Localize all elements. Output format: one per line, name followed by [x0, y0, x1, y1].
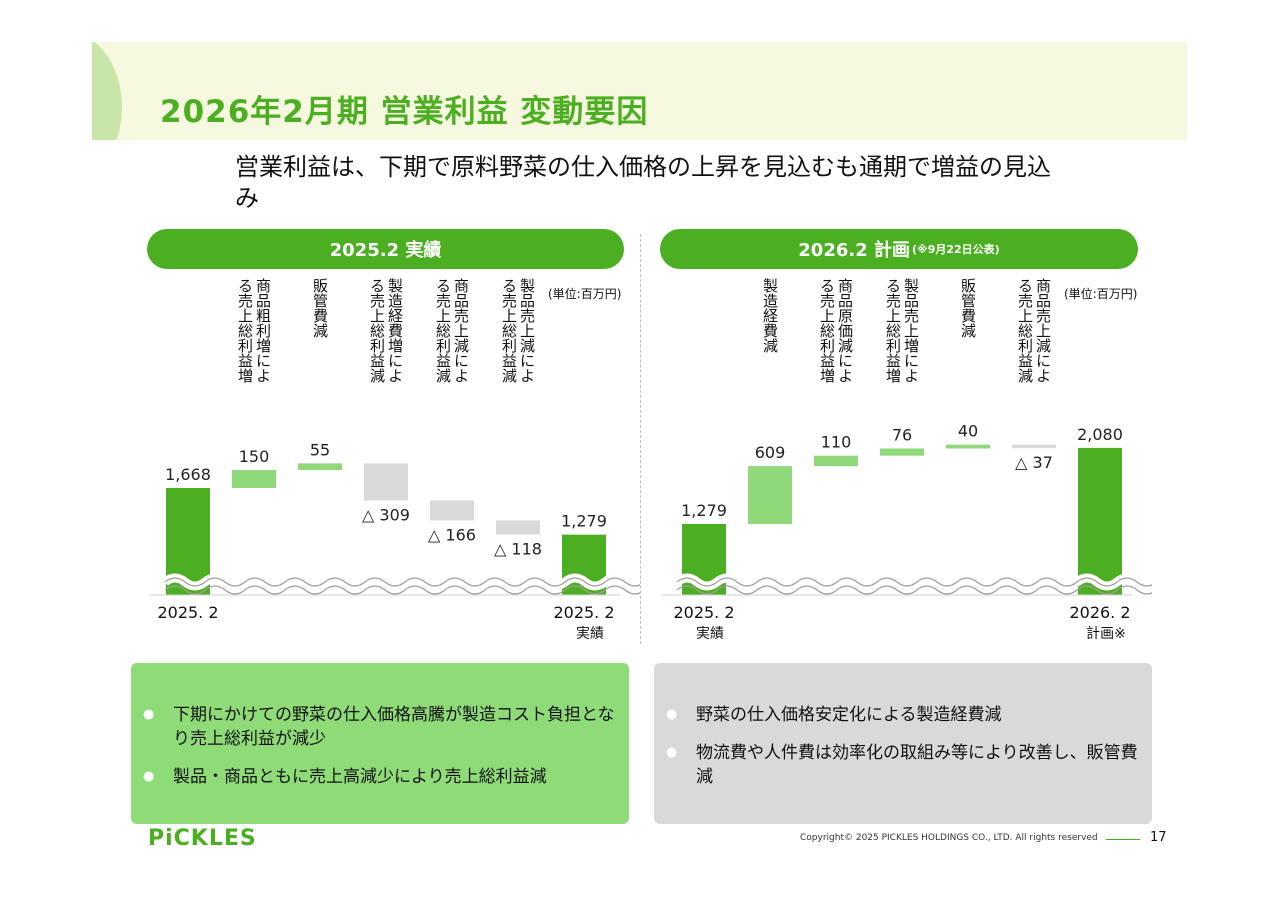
bar-3 [298, 463, 342, 470]
value-label-6: △ 37 [1015, 453, 1053, 472]
category-label-5-2: る売上総利益減 [434, 278, 452, 384]
category-label-6-1: 製品売上減によ [518, 278, 536, 383]
bar-2 [748, 466, 792, 524]
category-label-3-1: 販管費減 [311, 278, 329, 339]
header-decoration [92, 42, 122, 140]
category-label-2-1: 製造経費減 [761, 278, 779, 354]
value-label-5: 40 [958, 422, 978, 441]
bar-3 [814, 455, 858, 467]
value-label-7: 2,080 [1077, 425, 1123, 444]
category-label-2-2: る売上総利益増 [236, 278, 254, 383]
category-label-5-1: 商品売上減によ [452, 278, 470, 383]
value-label-4: 76 [892, 425, 912, 444]
value-label-3: 55 [310, 440, 330, 459]
category-label-4-1: 製造経費増によ [386, 278, 404, 383]
unit-label: (単位:百万円) [548, 286, 621, 301]
panel-divider [640, 234, 641, 644]
unit-label: (単位:百万円) [1064, 286, 1137, 301]
bar-4 [364, 463, 408, 501]
x-label-2: 2025. 2 [553, 603, 614, 622]
value-label-4: △ 309 [362, 505, 410, 524]
bar-4 [880, 448, 924, 456]
panel-title-left-text: 2025.2 実績 [329, 240, 442, 261]
panel-title-left: 2025.2 実績 [147, 229, 624, 269]
value-label-2: 150 [239, 447, 270, 466]
bar-2 [232, 470, 276, 488]
page-number: 17 [1150, 830, 1167, 845]
page-title: 2026年2月期 営業利益 変動要因 [160, 94, 649, 130]
category-label-3-2: る売上総利益増 [818, 278, 836, 383]
value-label-5: △ 166 [428, 525, 476, 544]
value-label-6: △ 118 [494, 540, 542, 559]
bar-5 [946, 444, 990, 449]
panel-title-right-note: (※9月22日公表) [912, 243, 1000, 256]
category-label-6-2: る売上総利益減 [1016, 278, 1034, 384]
x-label-1: 2025. 2 [673, 603, 734, 622]
category-label-4-1: 製品売上増によ [902, 278, 920, 383]
copyright-rule [1106, 839, 1140, 840]
lead-text: 営業利益は、下期で原料野菜の仕入価格の上昇を見込むも通期で増益の見込み [235, 153, 1051, 212]
header-band [92, 42, 1187, 140]
x-label-1: 2025. 2 [157, 603, 218, 622]
note-left-item-1: 下期にかけての野菜の仕入価格高騰が製造コスト負担となり売上総利益が減少 [131, 703, 629, 751]
note-left-item-2: 製品・商品ともに売上高減少により売上総利益減 [131, 765, 629, 789]
category-label-2-1: 商品粗利増によ [254, 278, 272, 383]
x-label-2: 2026. 2 [1069, 603, 1130, 622]
bar-6 [496, 520, 540, 535]
category-label-6-2: る売上総利益減 [500, 278, 518, 384]
x-sublabel-2: 実績 [576, 626, 604, 642]
x-sublabel-1: 実績 [696, 626, 724, 642]
panel-title-right: 2026.2 計画 (※9月22日公表) [660, 229, 1138, 269]
category-label-3-1: 商品原価減によ [836, 278, 854, 383]
x-sublabel-2: 計画※ [1086, 626, 1126, 642]
category-label-6-1: 商品売上減によ [1034, 278, 1052, 383]
note-box-right: 野菜の仕入価格安定化による製造経費減 物流費や人件費は効率化の取組み等により改善… [654, 663, 1152, 824]
value-label-7: 1,279 [561, 512, 607, 531]
category-label-4-2: る売上総利益減 [368, 278, 386, 384]
note-box-left: 下期にかけての野菜の仕入価格高騰が製造コスト負担となり売上総利益が減少 製品・商… [131, 663, 629, 824]
bar-6 [1012, 444, 1056, 449]
waterfall-chart-right: 1,279609製造経費減110商品原価減による売上総利益増76製品売上増による… [662, 278, 1152, 642]
value-label-1: 1,279 [681, 501, 727, 520]
axis-break-line-2 [676, 585, 1152, 595]
axis-break-line-1 [676, 577, 1152, 587]
panel-title-right-text: 2026.2 計画 [798, 240, 910, 261]
category-label-4-2: る売上総利益増 [884, 278, 902, 383]
company-logo: PiCKLES [148, 826, 257, 851]
value-label-2: 609 [755, 443, 786, 462]
axis-break-line-1 [164, 577, 640, 587]
value-label-3: 110 [821, 433, 852, 452]
bar-5 [430, 500, 474, 521]
category-label-5-1: 販管費減 [959, 278, 977, 339]
note-right-item-2: 物流費や人件費は効率化の取組み等により改善し、販管費減 [654, 741, 1152, 789]
value-label-1: 1,668 [165, 465, 211, 484]
axis-break-line-2 [164, 585, 640, 595]
note-right-item-1: 野菜の仕入価格安定化による製造経費減 [654, 703, 1152, 727]
copyright-text: Copyright© 2025 PICKLES HOLDINGS CO., LT… [800, 833, 1098, 843]
bar-7 [1078, 447, 1122, 595]
